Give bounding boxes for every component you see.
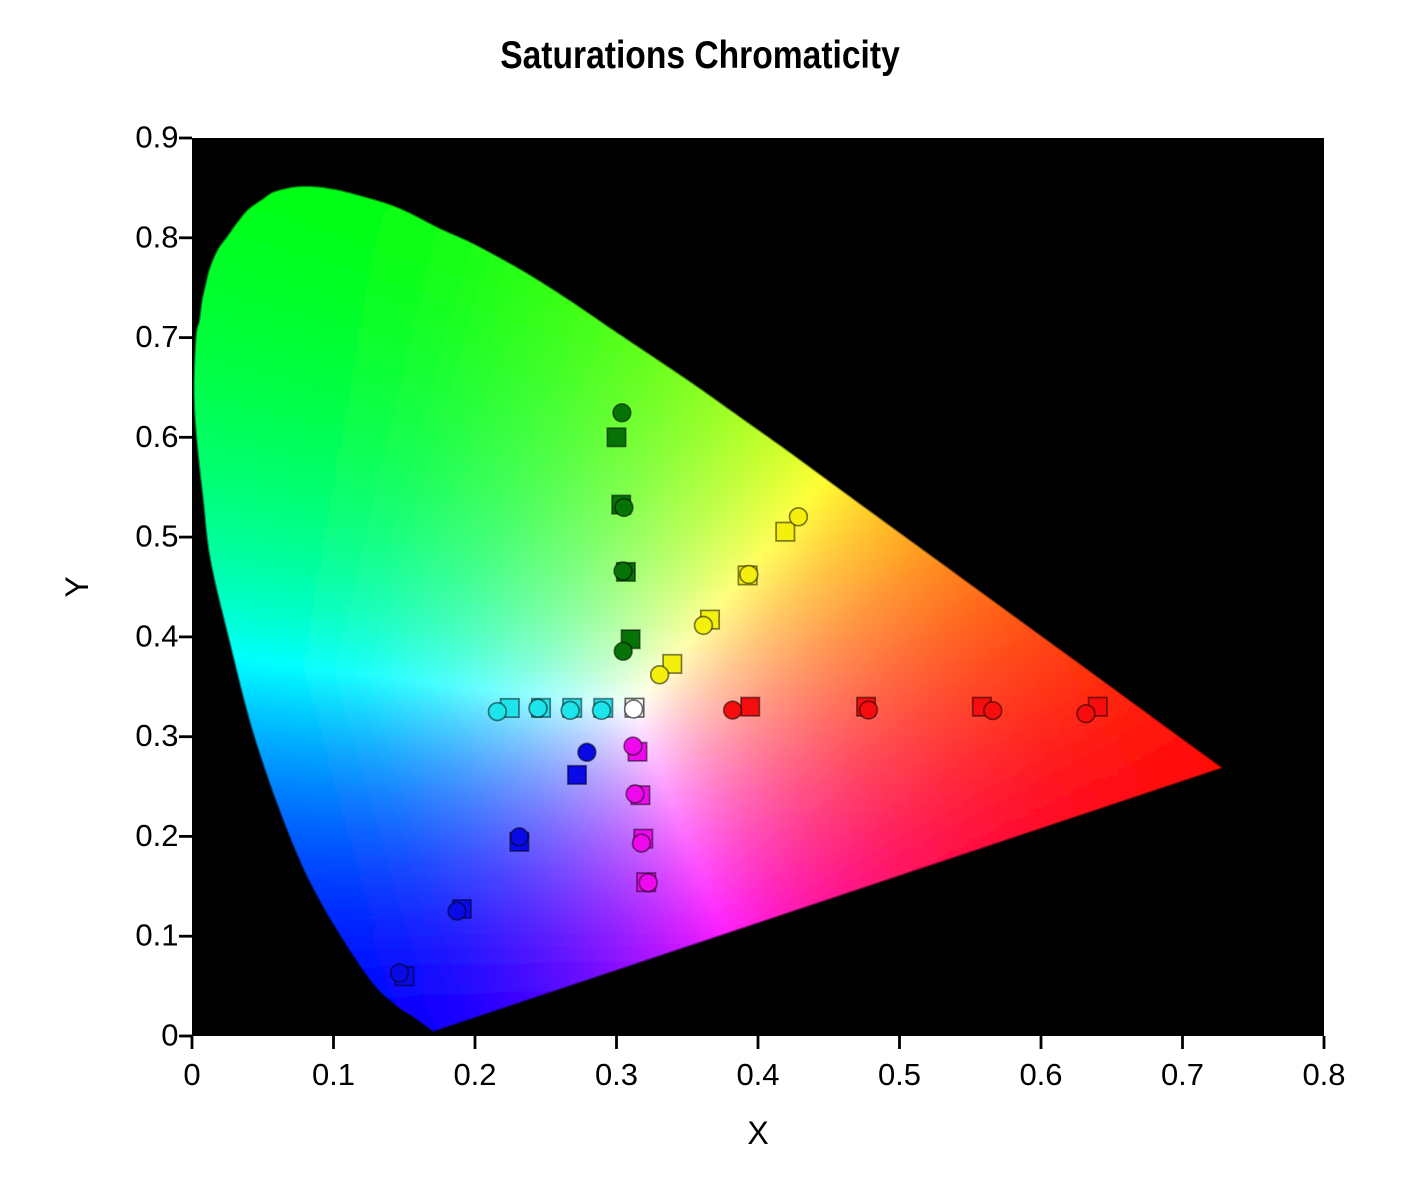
svg-text:0: 0 (161, 1018, 178, 1053)
svg-text:X: X (747, 1115, 768, 1151)
svg-text:0.7: 0.7 (135, 319, 178, 354)
svg-text:0.5: 0.5 (878, 1057, 921, 1092)
svg-text:0.2: 0.2 (135, 818, 178, 853)
svg-text:0: 0 (183, 1057, 200, 1092)
svg-text:0.1: 0.1 (135, 918, 178, 953)
svg-text:0.4: 0.4 (736, 1057, 779, 1092)
svg-text:0.9: 0.9 (135, 120, 178, 155)
svg-text:Y: Y (59, 576, 95, 597)
svg-text:0.7: 0.7 (1161, 1057, 1204, 1092)
svg-text:Saturations Chromaticity: Saturations Chromaticity (500, 33, 900, 77)
svg-text:0.6: 0.6 (1019, 1057, 1062, 1092)
svg-text:0.3: 0.3 (595, 1057, 638, 1092)
svg-text:0.2: 0.2 (453, 1057, 496, 1092)
svg-text:0.8: 0.8 (1302, 1057, 1345, 1092)
svg-text:0.3: 0.3 (135, 718, 178, 753)
svg-text:0.8: 0.8 (135, 219, 178, 254)
svg-text:0.4: 0.4 (135, 618, 178, 653)
svg-text:0.6: 0.6 (135, 419, 178, 454)
svg-text:0.5: 0.5 (135, 519, 178, 554)
svg-text:0.1: 0.1 (312, 1057, 355, 1092)
